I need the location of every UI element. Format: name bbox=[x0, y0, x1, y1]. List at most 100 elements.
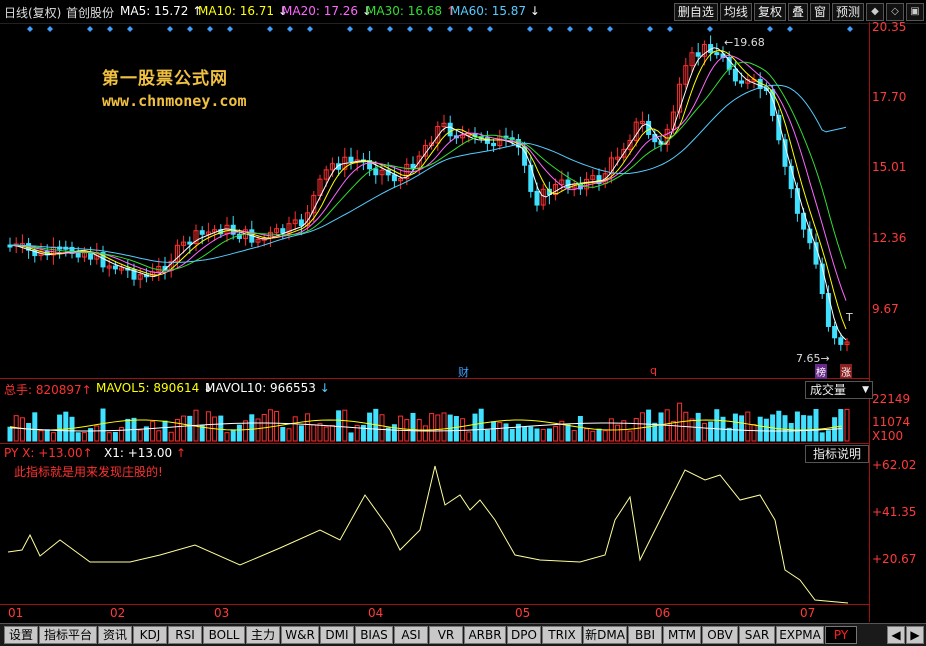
candle bbox=[311, 194, 317, 214]
signal-marker bbox=[767, 26, 773, 32]
scroll-left-icon[interactable]: ◀ bbox=[887, 626, 905, 644]
tab-py[interactable]: PY bbox=[825, 626, 857, 644]
price-chart[interactable] bbox=[0, 0, 870, 606]
indicator-tick: +20.67 bbox=[872, 552, 917, 566]
candle bbox=[689, 52, 695, 67]
signal-marker bbox=[127, 26, 133, 32]
candle bbox=[131, 269, 137, 280]
month-label: 04 bbox=[368, 606, 384, 620]
tab-dpo[interactable]: DPO bbox=[507, 626, 541, 644]
tab-资讯[interactable]: 资讯 bbox=[98, 626, 132, 644]
zoom-in-icon[interactable]: ◆ bbox=[866, 3, 884, 21]
moving-average-line bbox=[9, 50, 847, 330]
volume-bar bbox=[143, 426, 149, 442]
volume-bar bbox=[584, 428, 590, 442]
moving-average-line bbox=[9, 84, 847, 263]
candle bbox=[75, 252, 81, 258]
ma10-label: MA10: 16.71 ↓ bbox=[198, 4, 288, 18]
volume-bar bbox=[708, 421, 714, 442]
zoom-out-icon[interactable]: ◇ bbox=[886, 3, 904, 21]
adjust-price-button[interactable]: 复权 bbox=[753, 3, 786, 21]
scroll-right-icon[interactable]: ▶ bbox=[906, 626, 924, 644]
limit-up-badge[interactable]: 涨 bbox=[840, 364, 852, 379]
overlay-button[interactable]: 叠 bbox=[787, 3, 808, 21]
month-label: 06 bbox=[655, 606, 671, 620]
list-badge[interactable]: 榜 bbox=[815, 364, 827, 379]
candle bbox=[460, 134, 466, 139]
volume-bar bbox=[429, 413, 435, 442]
candle bbox=[32, 249, 38, 257]
tab-asi[interactable]: ASI bbox=[394, 626, 428, 644]
indicator-help-button[interactable]: 指标说明 bbox=[805, 445, 869, 463]
candle bbox=[193, 230, 199, 245]
tab-boll[interactable]: BOLL bbox=[203, 626, 245, 644]
tab-sar[interactable]: SAR bbox=[739, 626, 775, 644]
volume-bar bbox=[218, 415, 224, 442]
tab-expma[interactable]: EXPMA bbox=[776, 626, 824, 644]
candle bbox=[292, 219, 298, 225]
volume-bar bbox=[701, 422, 707, 442]
volume-bar bbox=[174, 418, 180, 442]
tab-新dma[interactable]: 新DMA bbox=[583, 626, 627, 644]
volume-bar bbox=[472, 413, 478, 442]
moving-average-button[interactable]: 均线 bbox=[719, 3, 752, 21]
tab-主力[interactable]: 主力 bbox=[246, 626, 280, 644]
watermark-title: 第一股票公式网 bbox=[102, 69, 228, 89]
tab-rsi[interactable]: RSI bbox=[168, 626, 202, 644]
volume-bar bbox=[515, 423, 521, 442]
signal-marker bbox=[407, 26, 413, 32]
tab-trix[interactable]: TRIX bbox=[542, 626, 582, 644]
volume-bar bbox=[522, 426, 528, 442]
volume-bar bbox=[813, 409, 819, 442]
volume-bar bbox=[621, 420, 627, 442]
candle bbox=[348, 156, 354, 162]
volume-bar bbox=[112, 431, 118, 442]
volume-bar bbox=[224, 432, 230, 442]
event-marker-t[interactable]: T bbox=[846, 311, 853, 324]
signal-marker bbox=[667, 26, 673, 32]
volume-bar bbox=[540, 428, 546, 442]
ma5-label: MA5: 15.72 ↑ bbox=[120, 4, 203, 18]
tab-vr[interactable]: VR bbox=[429, 626, 463, 644]
candle bbox=[832, 325, 838, 339]
candle bbox=[819, 263, 825, 295]
tab-bias[interactable]: BIAS bbox=[355, 626, 393, 644]
restore-icon[interactable]: ▣ bbox=[906, 3, 924, 21]
window-button[interactable]: 窗 bbox=[809, 3, 830, 21]
indicator-tick: +41.35 bbox=[872, 505, 917, 519]
tab-指标平台[interactable]: 指标平台 bbox=[39, 626, 97, 644]
tab-obv[interactable]: OBV bbox=[702, 626, 738, 644]
moving-average-line bbox=[9, 61, 847, 271]
tab-mtm[interactable]: MTM bbox=[663, 626, 701, 644]
volume-selector[interactable]: 成交量 ▼ bbox=[805, 381, 873, 399]
volume-bar bbox=[732, 413, 738, 442]
remove-favorite-button[interactable]: 删自选 bbox=[673, 3, 718, 21]
candle bbox=[677, 83, 683, 113]
volume-bar bbox=[255, 418, 261, 442]
forecast-button[interactable]: 预测 bbox=[831, 3, 864, 21]
candle bbox=[559, 179, 565, 186]
signal-marker bbox=[707, 26, 713, 32]
volume-bar bbox=[50, 432, 56, 442]
tab-设置[interactable]: 设置 bbox=[4, 626, 38, 644]
month-label: 03 bbox=[214, 606, 230, 620]
volume-bar bbox=[801, 415, 807, 442]
tab-dmi[interactable]: DMI bbox=[320, 626, 354, 644]
month-label: 02 bbox=[110, 606, 126, 620]
tab-arbr[interactable]: ARBR bbox=[464, 626, 506, 644]
volume-bar bbox=[280, 427, 286, 442]
py-value: PY X: +13.00↑ bbox=[4, 446, 93, 460]
candle bbox=[379, 169, 385, 176]
volume-bar bbox=[323, 426, 329, 442]
finance-marker[interactable]: 财 bbox=[458, 366, 469, 379]
candle bbox=[596, 175, 602, 185]
tab-kdj[interactable]: KDJ bbox=[133, 626, 167, 644]
event-marker-q[interactable]: q bbox=[650, 364, 657, 377]
tab-bbi[interactable]: BBI bbox=[628, 626, 662, 644]
volume-bar bbox=[546, 428, 552, 442]
tab-w&r[interactable]: W&R bbox=[281, 626, 319, 644]
volume-bar bbox=[329, 425, 335, 442]
volume-total: 总手: 820897↑ bbox=[4, 383, 92, 397]
signal-marker bbox=[547, 26, 553, 32]
candle bbox=[305, 212, 311, 227]
